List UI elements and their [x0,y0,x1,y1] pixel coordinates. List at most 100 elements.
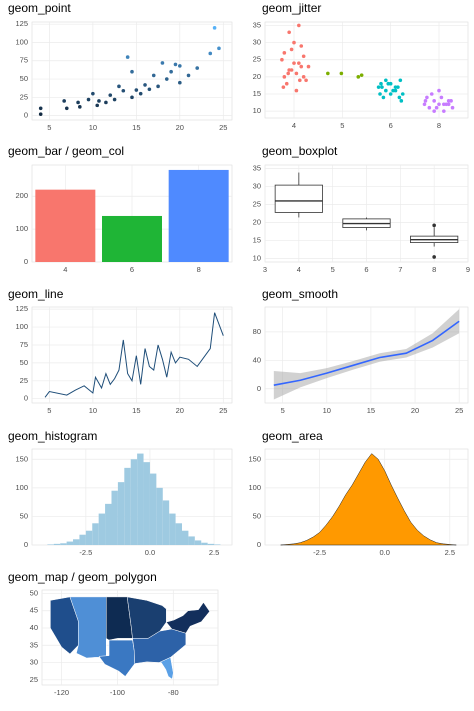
y-tick-label: 30 [30,658,38,667]
y-tick-label: 75 [20,56,28,65]
y-tick-label: 40 [30,623,38,632]
x-tick-label: 25 [455,406,463,415]
point [397,95,402,100]
point [130,95,134,100]
y-tick-label: 0 [24,394,28,403]
box [274,184,323,213]
point [297,61,301,65]
region [165,601,210,634]
x-tick-label: 15 [367,406,375,415]
point [384,78,388,83]
histogram-bar [117,482,125,545]
histogram-bar [60,543,67,545]
point [97,99,101,103]
point [301,75,306,79]
point [186,73,191,78]
x-tick-label: 4 [292,121,296,130]
point [156,84,160,89]
point [298,78,302,83]
y-tick-label: 200 [15,191,28,200]
point [280,57,284,62]
point [306,64,311,69]
histogram-bar [98,513,106,545]
y-tick-label: 50 [20,74,28,83]
y-tick-label: 35 [253,20,261,29]
y-tick-label: 80 [253,327,261,336]
point [169,69,173,74]
x-tick-label: -100 [110,688,125,697]
point [121,88,126,93]
point [427,105,432,110]
y-tick-label: 0 [257,384,261,393]
point [217,46,221,51]
point [76,100,80,105]
x-tick-label: 20 [176,123,184,132]
histogram-bar [169,513,176,545]
histogram-bar [207,543,215,545]
panel-title: geom_histogram [8,429,97,443]
point [282,51,287,55]
point [432,109,436,113]
y-tick-label: 15 [253,235,261,244]
y-tick-label: 50 [20,511,28,520]
y-tick-label: 100 [15,37,28,46]
region [159,657,174,680]
y-tick-label: 40 [253,355,261,364]
point [388,92,393,96]
panel-title: geom_smooth [262,287,338,301]
x-tick-label: -120 [54,688,69,697]
x-tick-label: 9 [466,265,470,274]
point [38,106,43,111]
point [301,54,306,59]
point [104,100,108,105]
histogram-bar [182,530,189,545]
x-tick-label: 5 [331,265,335,274]
y-tick-label: 20 [253,217,261,226]
y-tick-label: 100 [15,322,28,331]
point [388,81,393,86]
y-tick-label: 35 [30,640,38,649]
y-tick-label: 25 [20,92,28,101]
point [292,40,296,45]
point [160,61,165,65]
histogram-bar [194,540,202,545]
y-tick-label: 75 [20,340,28,349]
x-tick-label: 5 [340,121,344,130]
y-tick-label: 20 [253,72,261,81]
y-tick-label: 0 [24,111,28,120]
point [434,105,439,110]
x-tick-label: 2.5 [209,548,219,557]
y-tick-label: 125 [15,304,28,313]
y-tick-label: 10 [253,106,261,115]
point [304,78,308,83]
y-tick-label: 25 [20,376,28,385]
point [108,93,113,97]
histogram-bar [162,500,170,545]
point [450,105,455,110]
panel-title: geom_line [8,287,64,301]
point [195,66,200,70]
histogram-bar [214,544,221,545]
x-tick-label: 20 [176,406,184,415]
point [446,99,451,103]
point [151,73,156,78]
point [423,99,428,103]
point [130,69,134,74]
x-tick-label: 5 [47,406,51,415]
point [359,73,364,77]
point [376,85,381,89]
histogram-bar [85,530,93,545]
histogram-bar [130,459,138,545]
point [429,92,434,96]
panel-background [264,306,469,404]
point [86,97,91,102]
histogram-bar [156,487,163,545]
outlier [432,223,436,228]
point [95,103,100,108]
histogram-bar [47,544,54,545]
smooth-line [273,320,460,387]
outlier [432,255,436,259]
y-tick-label: 125 [15,19,28,28]
point [400,92,405,96]
histogram-bar [92,523,99,545]
